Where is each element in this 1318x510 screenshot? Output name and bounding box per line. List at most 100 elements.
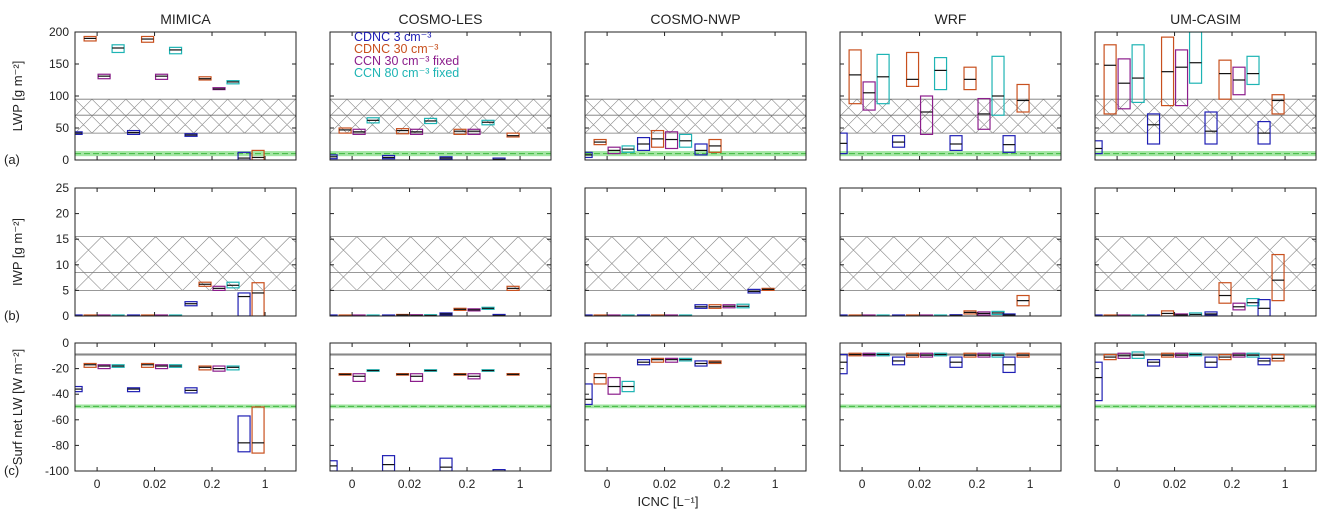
x-tick-label: 0.02	[143, 477, 167, 491]
reference-range-hatch	[585, 98, 806, 134]
model-title: WRF	[935, 11, 967, 27]
y-tick-label: -20	[52, 362, 70, 376]
subplot-cosmo-nwp-0: COSMO-NWP	[584, 11, 807, 161]
box-cosmo-les-cat0-series0	[330, 154, 338, 160]
subplot-frame	[74, 31, 297, 161]
y-tick-label: 0	[62, 309, 69, 323]
x-tick-label: 0.02	[653, 477, 677, 491]
y-tick-label: 15	[56, 232, 70, 246]
box-mimica-cat3-series1	[251, 282, 265, 316]
box-wrf-cat0-series0	[840, 353, 848, 375]
reference-range-hatch	[75, 98, 296, 134]
x-tick-label: 0.2	[1224, 477, 1241, 491]
box-cosmo-les-cat2-series1	[453, 128, 467, 135]
box-cosmo-les-cat2-series2	[467, 128, 481, 135]
box-um-casim-cat3-series1	[1271, 94, 1285, 115]
x-tick-label: 1	[1282, 477, 1289, 491]
box-cosmo-les-cat1-series0	[381, 455, 396, 471]
box-mimica-cat1-series2	[154, 364, 169, 370]
x-tick-label: 0.2	[969, 477, 986, 491]
box-wrf-cat2-series1	[963, 66, 977, 91]
box-mimica-cat0-series2	[97, 364, 111, 370]
model-title: COSMO-NWP	[650, 11, 740, 27]
reference-range-hatch	[1095, 98, 1316, 134]
subplot-frame	[1094, 342, 1317, 472]
plot-area	[75, 236, 296, 316]
box-um-casim-cat1-series0	[1146, 359, 1161, 367]
plot-area	[330, 236, 551, 316]
x-tick-label: 0	[94, 477, 101, 491]
plot-area	[330, 353, 551, 471]
x-tick-label: 0.02	[908, 477, 932, 491]
legend-entry: CCN 80 cm⁻³ fixed	[354, 66, 459, 80]
y-tick-label: 0	[62, 336, 69, 350]
box-wrf-cat1-series1	[905, 51, 920, 87]
box-cosmo-les-cat0-series0	[330, 460, 338, 471]
box-cosmo-les-cat2-series0	[439, 457, 453, 471]
box-mimica-cat3-series1	[251, 406, 265, 454]
box-cosmo-nwp-cat0-series1	[593, 373, 607, 385]
plot-area	[75, 353, 296, 454]
subplot-um-casim-1	[1094, 187, 1317, 317]
box-um-casim-cat0-series1	[1103, 44, 1117, 115]
plot-area	[840, 49, 1061, 157]
subplot-cosmo-les-2: 0 0.02 0.2 1	[329, 342, 552, 491]
reference-range-hatch	[585, 236, 806, 291]
box-um-casim-cat2-series0	[1204, 111, 1218, 145]
legend-entry: CCN 30 cm⁻³ fixed	[354, 54, 459, 68]
x-tick-label: 0	[859, 477, 866, 491]
box-mimica-cat2-series3	[226, 365, 240, 371]
x-tick-label: 0.2	[714, 477, 731, 491]
plot-area	[840, 236, 1061, 316]
box-um-casim-cat3-series1	[1271, 353, 1285, 362]
box-mimica-cat1-series0	[126, 387, 141, 393]
plot-area	[330, 98, 551, 160]
box-mimica-cat2-series1	[198, 365, 212, 371]
box-cosmo-les-cat3-series0	[492, 469, 506, 471]
box-wrf-cat3-series0	[1002, 135, 1016, 153]
subplot-frame	[584, 187, 807, 317]
x-tick-label: 1	[517, 477, 524, 491]
subplot-wrf-0: WRF	[839, 11, 1062, 161]
box-cosmo-nwp-cat1-series2	[664, 357, 679, 363]
panel-label: (a)	[4, 152, 20, 167]
plot-area	[75, 35, 296, 160]
subplot-cosmo-nwp-1	[584, 187, 807, 317]
subplot-um-casim-0: UM-CASIM	[1094, 11, 1317, 161]
subplot-um-casim-2: 0 0.02 0.2 1	[1094, 342, 1317, 491]
subplot-frame	[74, 342, 297, 472]
x-tick-label: 0.02	[1163, 477, 1187, 491]
box-wrf-cat1-series2	[919, 95, 934, 136]
x-axis-title: ICNC [L⁻¹]	[637, 494, 698, 509]
legend-entry: CDNC 30 cm⁻³	[354, 42, 438, 56]
x-tick-label: 0	[604, 477, 611, 491]
y-tick-label: 100	[49, 89, 69, 103]
box-wrf-cat0-series2	[862, 81, 876, 111]
box-wrf-cat3-series1	[1016, 83, 1030, 113]
y-tick-label: 150	[49, 57, 69, 71]
box-um-casim-cat3-series1	[1271, 253, 1285, 302]
box-wrf-cat0-series3	[876, 53, 890, 105]
plot-area	[1095, 236, 1316, 316]
box-um-casim-cat1-series3	[1188, 32, 1203, 84]
box-cosmo-les-cat1-series2	[409, 373, 424, 382]
x-tick-label: 1	[772, 477, 779, 491]
reference-range-hatch	[330, 98, 551, 134]
x-tick-label: 1	[1027, 477, 1034, 491]
box-um-casim-cat0-series2	[1117, 58, 1131, 110]
subplot-frame	[74, 187, 297, 317]
subplot-frame	[329, 187, 552, 317]
box-um-casim-cat0-series0	[1095, 140, 1103, 155]
y-tick-label: -100	[45, 464, 69, 478]
subplot-wrf-1	[839, 187, 1062, 317]
subplot-frame	[329, 342, 552, 472]
x-tick-label: 0	[349, 477, 356, 491]
plot-area	[1095, 351, 1316, 409]
y-axis-title: IWP [g m⁻²]	[10, 218, 25, 286]
box-cosmo-nwp-cat0-series0	[585, 383, 593, 406]
x-tick-label: 0.2	[459, 477, 476, 491]
subplot-cosmo-nwp-2: 0 0.02 0.2 1	[584, 342, 807, 491]
x-tick-label: 0.02	[398, 477, 422, 491]
y-tick-label: 200	[49, 25, 69, 39]
